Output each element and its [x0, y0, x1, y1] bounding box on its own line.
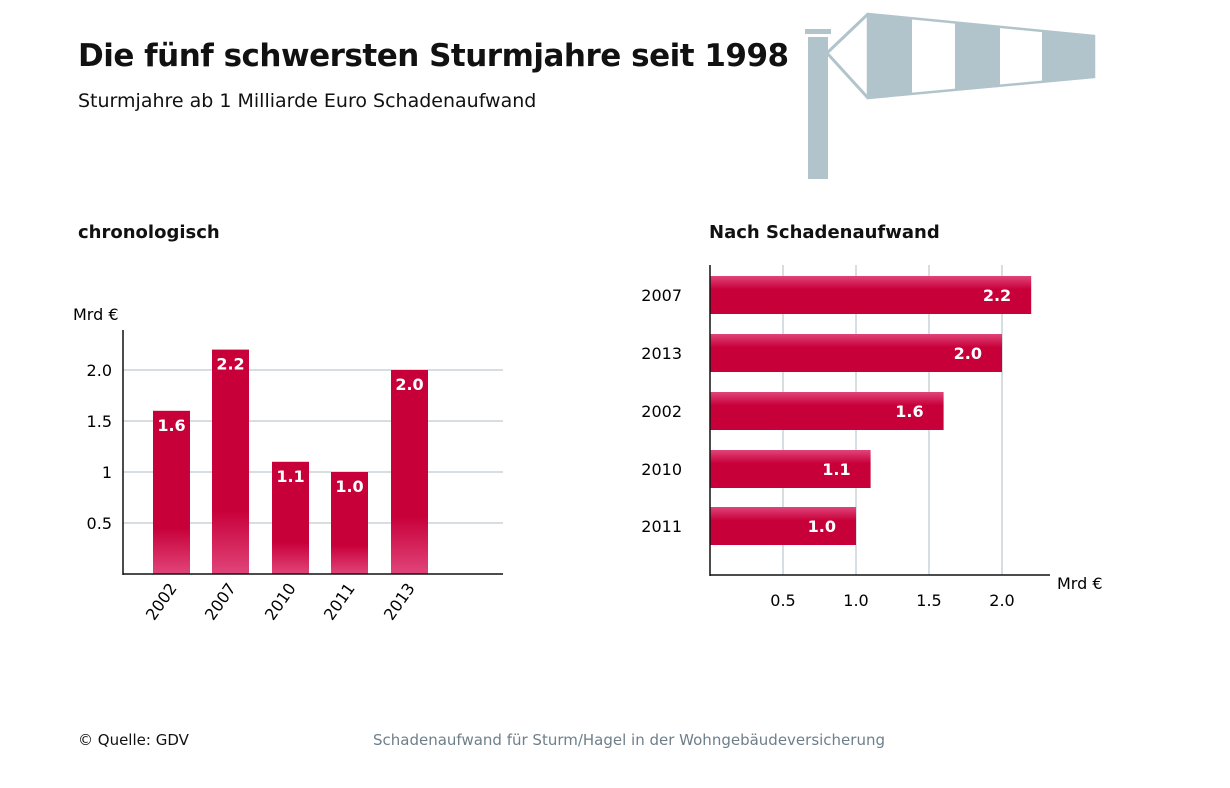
- bar: [331, 472, 368, 574]
- y-tick-label: 0.5: [87, 514, 112, 533]
- x-tick-label: 2.0: [989, 591, 1014, 610]
- y-tick-label: 2002: [641, 402, 682, 421]
- x-tick-label: 2002: [142, 579, 181, 623]
- bar: [710, 450, 871, 488]
- left-chart-title: chronologisch: [78, 222, 220, 243]
- bar-value-label: 1.0: [335, 477, 363, 496]
- x-tick-label: 2010: [261, 579, 300, 623]
- bar: [710, 392, 944, 430]
- right-chart-title: Nach Schadenaufwand: [709, 222, 940, 243]
- bar-value-label: 1.0: [808, 517, 836, 536]
- bar-value-label: 1.1: [276, 467, 304, 486]
- page-title: Die fünf schwersten Sturmjahre seit 1998: [78, 38, 789, 74]
- bar-value-label: 2.2: [216, 355, 244, 374]
- bar: [710, 507, 856, 545]
- y-tick-label: 2011: [641, 517, 682, 536]
- bar-value-label: 2.0: [954, 344, 982, 363]
- x-tick-label: 1.5: [916, 591, 941, 610]
- y-tick-label: 1: [102, 463, 112, 482]
- y-tick-label: 2007: [641, 286, 682, 305]
- bar-value-label: 1.6: [895, 402, 923, 421]
- x-tick-label: 2011: [320, 579, 359, 623]
- bar: [212, 349, 249, 574]
- bar-value-label: 2.0: [395, 375, 423, 394]
- page-subtitle: Sturmjahre ab 1 Milliarde Euro Schadenau…: [78, 90, 537, 112]
- x-tick-label: 2013: [380, 579, 419, 623]
- bar-value-label: 2.2: [983, 286, 1011, 305]
- bar: [153, 410, 190, 574]
- x-tick-label: 2007: [201, 579, 240, 623]
- bar: [710, 334, 1002, 372]
- source-label: © Quelle: GDV: [78, 731, 189, 749]
- x-axis-label: Mrd €: [1057, 574, 1103, 593]
- bar-value-label: 1.6: [157, 416, 185, 435]
- y-tick-label: 2013: [641, 344, 682, 363]
- bar: [272, 461, 309, 574]
- y-tick-label: 1.5: [87, 412, 112, 431]
- bar: [391, 370, 428, 574]
- windsock-icon: [805, 12, 1096, 179]
- bar-value-label: 1.1: [822, 460, 850, 479]
- footnote: Schadenaufwand für Sturm/Hagel in der Wo…: [373, 731, 885, 749]
- y-tick-label: 2010: [641, 460, 682, 479]
- bar: [710, 276, 1032, 314]
- y-axis-label: Mrd €: [73, 305, 119, 324]
- x-tick-label: 0.5: [770, 591, 795, 610]
- y-tick-label: 2.0: [87, 361, 112, 380]
- x-tick-label: 1.0: [843, 591, 868, 610]
